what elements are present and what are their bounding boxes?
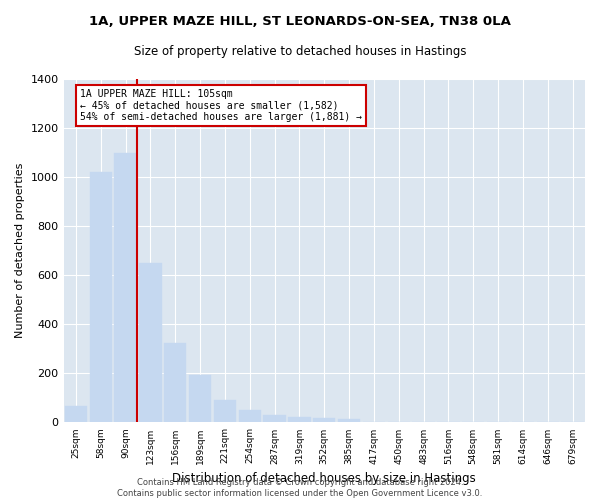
Y-axis label: Number of detached properties: Number of detached properties <box>15 163 25 338</box>
Bar <box>164 342 187 422</box>
Bar <box>139 263 161 422</box>
Text: 1A, UPPER MAZE HILL, ST LEONARDS-ON-SEA, TN38 0LA: 1A, UPPER MAZE HILL, ST LEONARDS-ON-SEA,… <box>89 15 511 28</box>
Bar <box>263 415 286 422</box>
Text: Size of property relative to detached houses in Hastings: Size of property relative to detached ho… <box>134 45 466 58</box>
Bar <box>313 418 335 422</box>
Text: Contains HM Land Registry data © Crown copyright and database right 2024.
Contai: Contains HM Land Registry data © Crown c… <box>118 478 482 498</box>
Bar <box>115 152 137 422</box>
Text: 1A UPPER MAZE HILL: 105sqm
← 45% of detached houses are smaller (1,582)
54% of s: 1A UPPER MAZE HILL: 105sqm ← 45% of deta… <box>80 89 362 122</box>
Bar <box>239 410 261 422</box>
Bar <box>288 417 311 422</box>
Bar <box>214 400 236 422</box>
Bar <box>65 406 87 422</box>
Bar <box>89 172 112 422</box>
Bar <box>338 420 360 422</box>
Bar <box>189 374 211 422</box>
X-axis label: Distribution of detached houses by size in Hastings: Distribution of detached houses by size … <box>172 472 476 485</box>
